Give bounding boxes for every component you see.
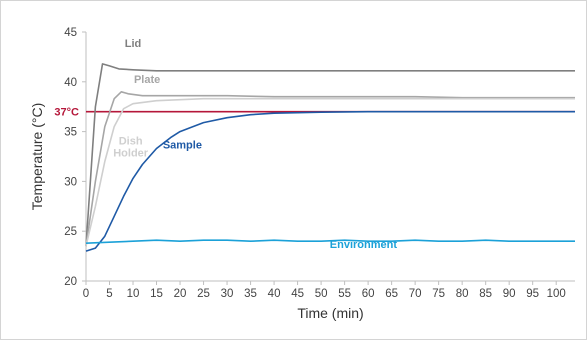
series-line (85, 110, 575, 252)
reference-line-label: 37°C (54, 107, 79, 119)
x-tick-label: 5 (106, 288, 112, 300)
x-tick-label: 100 (547, 288, 566, 300)
x-tick-label: 0 (83, 288, 89, 300)
y-tick-label: 20 (64, 276, 77, 288)
series-label: Sample (163, 140, 202, 152)
x-tick-label: 50 (315, 288, 328, 300)
series-line (85, 97, 575, 247)
x-tick-label: 20 (174, 288, 187, 300)
tick-labels: 20 25 30 35 40 45 0 5 10 15 20 25 30 35 40 45 50 55 60 65 70… (64, 27, 566, 300)
series-line (85, 239, 575, 244)
x-tick-label: 30 (221, 288, 234, 300)
series-labels: 37°C Lid Plate Dish Holder Sample Environment (54, 38, 397, 251)
series-line (85, 91, 575, 247)
series-label: Dish Holder (113, 136, 149, 160)
x-tick-label: 90 (503, 288, 516, 300)
y-tick-label: 40 (64, 77, 77, 89)
y-tick-label: 30 (64, 176, 77, 188)
y-tick-label: 45 (64, 27, 77, 39)
x-tick-label: 15 (150, 288, 163, 300)
x-axis-title: Time (min) (297, 305, 363, 321)
x-tick-label: 65 (385, 288, 398, 300)
x-tick-label: 55 (338, 288, 351, 300)
x-tick-label: 40 (268, 288, 281, 300)
x-tick-label: 85 (479, 288, 492, 300)
x-tick-label: 45 (291, 288, 304, 300)
x-tick-label: 75 (432, 288, 445, 300)
y-axis-title: Temperature (°C) (29, 103, 45, 211)
x-tick-label: 25 (197, 288, 210, 300)
x-tick-label: 80 (456, 288, 469, 300)
x-tick-label: 35 (244, 288, 257, 300)
series-label: Environment (330, 239, 398, 251)
x-tick-label: 95 (526, 288, 539, 300)
series-label: Lid (125, 38, 142, 50)
x-tick-label: 10 (127, 288, 140, 300)
series-label-line: Holder (113, 148, 149, 160)
y-tick-label: 25 (64, 226, 77, 238)
series-lines (85, 63, 575, 252)
series-line (85, 63, 575, 247)
series-label-line: Dish (119, 136, 143, 148)
axes (82, 31, 575, 285)
x-tick-label: 70 (409, 288, 422, 300)
series-label: Plate (134, 74, 160, 86)
y-tick-label: 35 (64, 127, 77, 139)
x-tick-label: 60 (362, 288, 375, 300)
